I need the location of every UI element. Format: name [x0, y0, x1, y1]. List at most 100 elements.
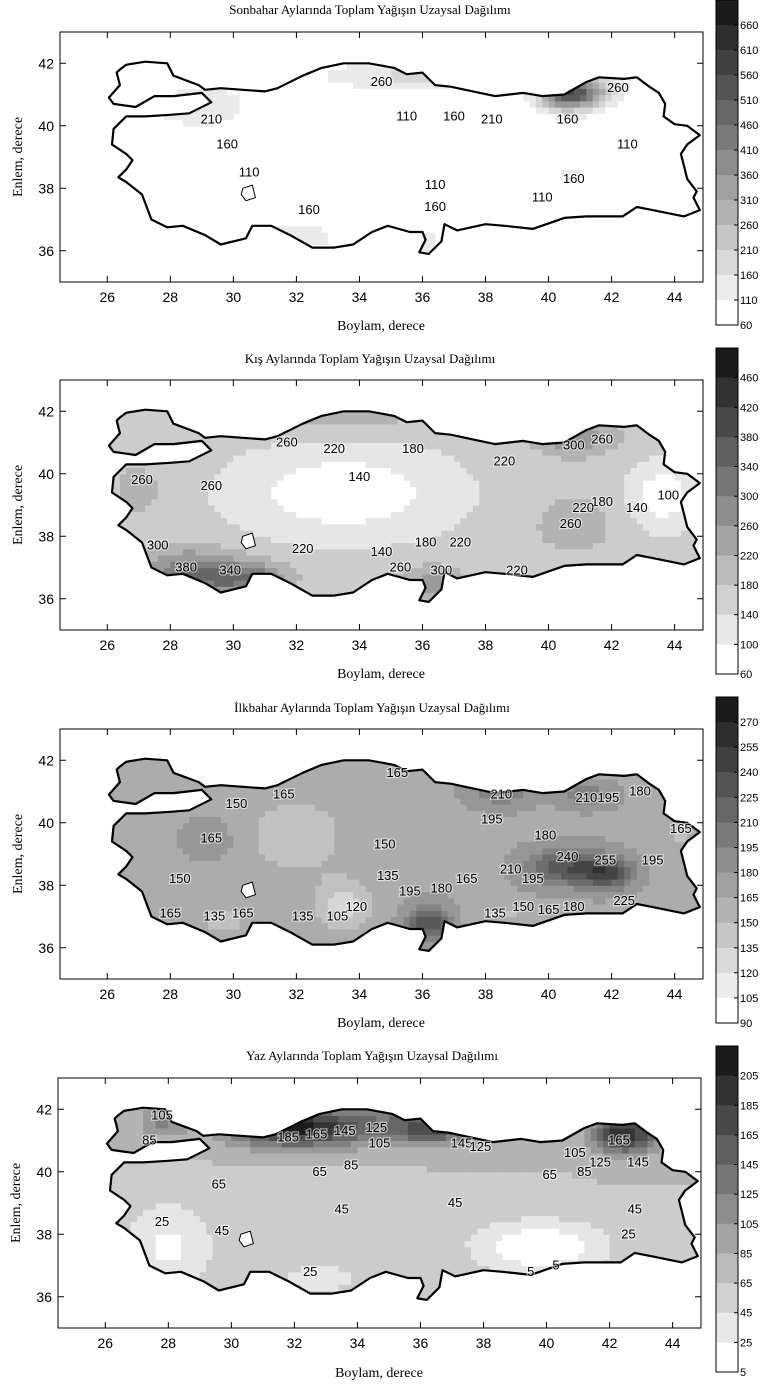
field-cell	[233, 542, 241, 550]
field-cell	[422, 100, 430, 108]
field-cell	[246, 567, 253, 575]
field-cell	[592, 175, 600, 183]
field-cell	[561, 138, 569, 146]
field-cell	[498, 207, 505, 214]
field-cell	[271, 436, 279, 444]
field-cell	[296, 555, 304, 562]
field-cell	[617, 94, 625, 102]
field-cell	[220, 505, 228, 512]
field-cell	[428, 188, 436, 196]
field-cell	[359, 417, 367, 425]
field-cell	[403, 94, 411, 102]
field-cell	[472, 150, 480, 158]
field-cell	[353, 163, 360, 171]
field-cell	[189, 175, 197, 183]
field-cell	[346, 232, 354, 239]
field-cell	[189, 82, 197, 89]
field-cell	[384, 213, 392, 221]
field-cell	[309, 480, 316, 487]
field-cell	[472, 119, 480, 127]
field-cell	[227, 467, 234, 475]
field-cell	[447, 505, 455, 512]
field-cell	[157, 555, 165, 562]
field-cell	[239, 150, 247, 158]
field-cell	[498, 169, 505, 177]
field-cell	[416, 107, 424, 114]
field-cell	[157, 561, 165, 569]
field-cell	[334, 169, 342, 177]
field-cell	[321, 107, 329, 114]
field-cell	[428, 523, 436, 531]
field-cell	[403, 219, 411, 227]
field-cell	[321, 511, 329, 519]
field-cell	[309, 573, 316, 581]
field-cell	[454, 436, 461, 444]
field-cell	[138, 536, 146, 544]
field-cell	[498, 100, 505, 108]
field-cell	[630, 150, 638, 158]
field-cell	[561, 100, 569, 108]
field-cell	[611, 100, 619, 108]
field-cell	[195, 480, 203, 487]
field-cell	[302, 219, 310, 227]
field-cell	[435, 586, 442, 594]
field-cell	[145, 138, 152, 146]
field-cell	[435, 436, 442, 444]
field-cell	[359, 138, 367, 146]
field-cell	[422, 442, 430, 450]
field-cell	[435, 200, 442, 208]
x-tick-label: 30	[226, 637, 242, 653]
field-cell	[138, 88, 146, 96]
field-cell	[189, 182, 197, 189]
field-cell	[264, 219, 272, 227]
field-cell	[491, 169, 499, 177]
field-cell	[151, 430, 159, 437]
field-cell	[227, 511, 234, 519]
field-cell	[447, 536, 455, 544]
field-cell	[504, 157, 512, 164]
field-cell	[365, 555, 373, 562]
field-cell	[573, 88, 581, 96]
field-cell	[233, 125, 241, 133]
field-cell	[498, 157, 505, 164]
field-cell	[214, 207, 222, 214]
field-cell	[680, 169, 688, 177]
field-cell	[416, 511, 424, 519]
field-cell	[517, 188, 524, 196]
field-cell	[246, 436, 253, 444]
field-cell	[454, 523, 461, 531]
field-cell	[523, 119, 531, 127]
field-cell	[643, 125, 650, 133]
field-cell	[529, 94, 537, 102]
field-cell	[617, 175, 625, 183]
field-cell	[636, 107, 644, 114]
field-cell	[447, 138, 455, 146]
field-cell	[157, 542, 165, 550]
field-cell	[416, 448, 424, 456]
field-cell	[554, 169, 562, 177]
field-cell	[491, 194, 499, 202]
field-cell	[321, 75, 329, 83]
field-cell	[498, 200, 505, 208]
field-cell	[208, 188, 215, 196]
field-cell	[138, 511, 146, 519]
field-cell	[580, 82, 587, 89]
field-cell	[378, 182, 386, 189]
field-cell	[164, 194, 171, 202]
field-cell	[599, 107, 606, 114]
field-cell	[309, 555, 316, 562]
field-cell	[157, 169, 165, 177]
field-cell	[353, 430, 360, 437]
field-cell	[327, 213, 335, 221]
field-cell	[233, 144, 241, 152]
field-cell	[132, 100, 140, 108]
field-cell	[561, 207, 569, 214]
field-cell	[346, 486, 354, 494]
field-cell	[208, 448, 215, 456]
field-cell	[340, 157, 348, 164]
field-cell	[599, 194, 606, 202]
field-cell	[548, 125, 556, 133]
field-cell	[567, 188, 575, 196]
field-cell	[510, 113, 518, 121]
field-cell	[170, 555, 178, 562]
